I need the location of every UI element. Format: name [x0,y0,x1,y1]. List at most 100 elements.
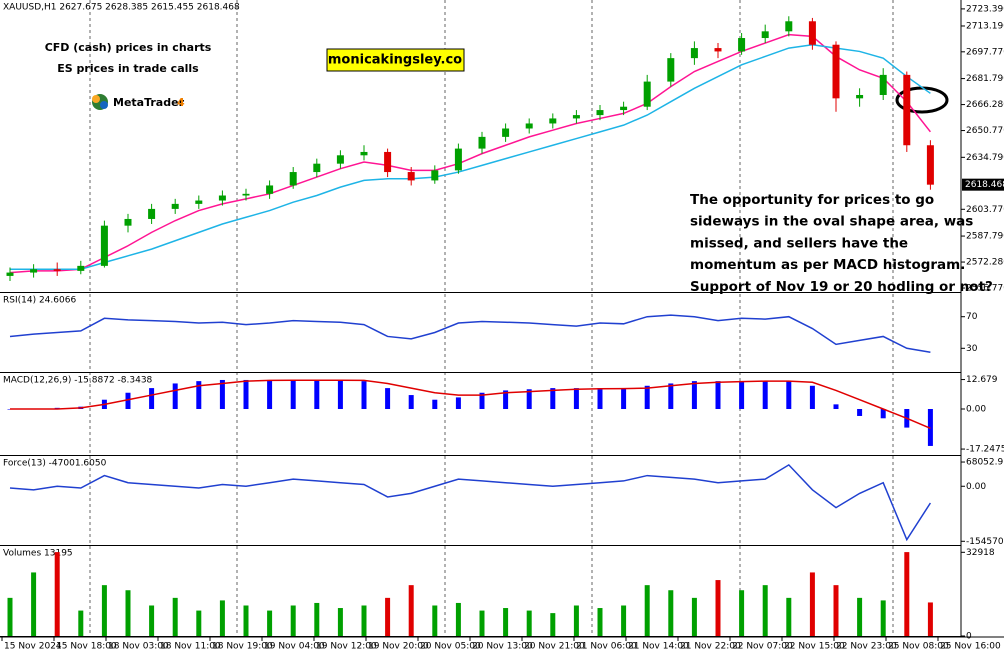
candle-body [856,94,864,99]
volume-bar [526,610,532,636]
histogram-bar [526,389,532,410]
candle-body [808,21,816,45]
candle-body [336,155,344,164]
volume-bar [125,590,131,636]
candle-body [714,48,722,52]
candle-body [620,106,628,111]
y-tick-label: 30 [966,344,978,354]
histogram-bar [243,379,249,410]
note-line: missed, and sellers have the [690,235,908,251]
candle-body [903,74,911,146]
candle-body [431,170,439,181]
histogram-bar [219,379,225,410]
histogram-bar [408,395,414,410]
y-tick-label: 2634.790 [966,153,1004,163]
y-tick-label: 0.00 [966,482,986,492]
histogram-bar [290,379,296,410]
x-tick-label: 19 Nov 04:00 [264,642,325,652]
y-tick-label: -154570.39 [966,537,1004,547]
histogram-bar [125,392,131,410]
volume-bar [597,608,603,636]
histogram-bar [149,388,155,410]
volume-bar [621,605,627,636]
volume-bar [809,572,815,636]
indicator-line [10,379,931,429]
candle-body [572,115,580,119]
candle-body [30,269,38,273]
x-tick-label: 18 Nov 19:00 [212,642,273,652]
note-line: momentum as per MACD histogram. [690,257,965,273]
histogram-bar [880,409,886,419]
site-label: monicakingsley.co [328,53,462,68]
volume-bar [149,605,155,636]
volume-bar [196,610,202,636]
indicator-line [9,463,932,542]
candle-body [6,272,14,276]
volume-bar [927,602,933,636]
candle-body [690,48,698,59]
candle-body [171,203,179,209]
histogram-bar [809,385,815,410]
volume-bar [573,605,579,636]
y-tick-label: 0 [966,632,972,642]
volume-bar [385,597,391,636]
note-line: The opportunity for prices to go [690,192,934,208]
volume-bar [7,597,13,636]
panel-title: Volumes 13195 [3,549,73,559]
y-tick-label: 0.00 [966,405,986,415]
x-tick-label: 20 Nov 05:00 [420,642,481,652]
x-tick-label: 15 Nov 18:00 [56,642,117,652]
y-tick-label: 2587.790 [966,232,1004,242]
volume-bar [243,605,249,636]
y-tick-label: 70 [966,312,978,322]
volume-bar [503,608,509,636]
y-tick-label: 2572.280 [966,258,1004,268]
candle-body [643,81,651,107]
candle-body [289,172,297,186]
histogram-bar [314,379,320,410]
candle-body [242,193,250,196]
volume-bar [31,572,37,636]
histogram-bar [361,381,367,410]
volume-bar [739,590,745,636]
annotation: ES prices in trade calls [57,62,199,75]
platform-version: 4 [177,96,185,109]
candle-body [926,145,934,185]
histogram-bar [833,404,839,410]
histogram-bar [644,385,650,410]
panel-title: MACD(12,26,9) -15.8872 -8.3438 [3,376,153,386]
candle-body [218,195,226,201]
volume-bar [314,602,320,636]
candle-body [879,74,887,95]
histogram-bar [786,381,792,410]
candle-body [360,151,368,156]
candle-body [313,163,321,173]
candle-body [761,31,769,39]
histogram-bar [267,379,273,410]
candle-body [832,44,840,99]
y-tick-label: 32918 [966,548,995,558]
x-tick-label: 22 Nov 07:00 [732,642,793,652]
volume-bar [668,590,674,636]
annotation: CFD (cash) prices in charts [45,41,212,54]
x-tick-label: 25 Nov 16:00 [940,642,1001,652]
candle-body [195,200,203,204]
candle-body [738,38,746,52]
site-box [326,48,465,72]
candle-body [785,21,793,32]
histogram-bar [668,383,674,410]
x-tick-label: 21 Nov 06:00 [576,642,637,652]
candle-body [266,185,274,194]
x-tick-label: 21 Nov 22:00 [680,642,741,652]
last-price-label: 2618.468 [965,180,1004,190]
volume-bar [786,597,792,636]
histogram-bar [432,399,438,410]
candle-body [77,265,85,271]
y-tick-label: 2697.770 [966,47,1004,57]
y-tick-label: 2723.390 [966,4,1004,14]
volume-bar [715,580,721,636]
indicator-line [9,33,931,274]
volume-bar [101,585,107,636]
y-tick-label: 68052.9782 [966,458,1004,468]
candle-body [124,218,132,226]
